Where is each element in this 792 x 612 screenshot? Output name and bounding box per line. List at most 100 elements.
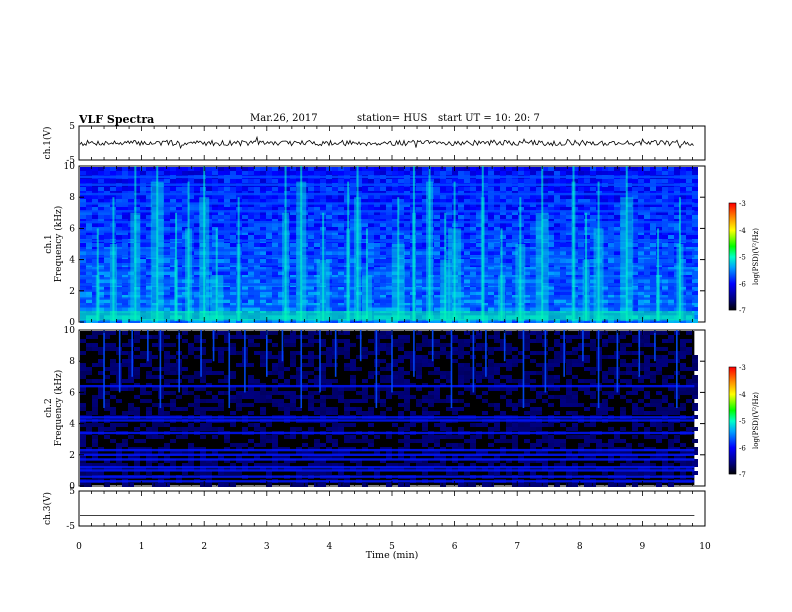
colorbar-segment	[729, 280, 736, 282]
spectrogram-cell	[140, 171, 146, 175]
spectrogram-cell	[248, 259, 254, 263]
colorbar-segment	[729, 209, 736, 211]
spectrogram-cell	[668, 303, 674, 307]
spectrogram-cell	[374, 251, 380, 255]
spectrogram-cell	[380, 231, 386, 235]
spectrogram-cell	[428, 171, 434, 175]
spectrogram-cell	[86, 299, 92, 303]
spectrogram-cell	[692, 383, 698, 387]
spectrogram-cell	[608, 231, 614, 235]
spectrogram-cell	[170, 247, 176, 251]
spectrogram-cell	[614, 287, 620, 291]
spectrogram-cell	[92, 291, 98, 295]
spectrogram-cell	[116, 203, 122, 207]
spectrogram-cell	[254, 211, 260, 215]
spectrogram-cell	[542, 167, 548, 171]
spectrogram-cell	[104, 307, 110, 311]
spectrogram-cell	[230, 243, 236, 247]
colorbar-segment	[729, 286, 736, 288]
spectral-burst-core	[237, 197, 240, 321]
spectrogram-cell	[92, 279, 98, 283]
spectrogram-cell	[620, 347, 626, 351]
spectrogram-cell	[578, 215, 584, 219]
spectrogram-cell	[566, 211, 572, 215]
spectrogram-cell	[146, 211, 152, 215]
spectrogram-cell	[170, 235, 176, 239]
spectrogram-cell	[104, 203, 110, 207]
spectrogram-cell	[602, 215, 608, 219]
spectrogram-cell	[626, 363, 632, 367]
spectrogram-cell	[674, 235, 680, 239]
spectrogram-cell	[104, 291, 110, 295]
spectrogram-cell	[248, 267, 254, 271]
spectrogram-cell	[608, 227, 614, 231]
spectrogram-cell	[362, 171, 368, 175]
spectrogram-cell	[134, 331, 140, 335]
spectrogram-cell	[476, 179, 482, 183]
colorbar-segment	[729, 258, 736, 260]
spectrogram-cell	[590, 187, 596, 191]
spectrogram-cell	[362, 247, 368, 251]
spectrogram-cell	[140, 195, 146, 199]
spectrogram-cell	[584, 195, 590, 199]
spectrogram-cell	[512, 251, 518, 255]
colorbar-segment	[729, 274, 736, 276]
spectrogram-cell	[434, 199, 440, 203]
spectrogram-cell	[266, 167, 272, 171]
spectrogram-cell	[560, 279, 566, 283]
spectrogram-cell	[128, 207, 134, 211]
spectrogram-cell	[554, 331, 560, 335]
spectrogram-cell	[80, 167, 86, 171]
spectrogram-cell	[644, 235, 650, 239]
spectrogram-cell	[668, 375, 674, 379]
spectrogram-cell	[488, 211, 494, 215]
spectrogram-cell	[608, 223, 614, 227]
spectrogram-cell	[620, 179, 626, 183]
spectrogram-cell	[278, 307, 284, 311]
spectrogram-cell	[632, 295, 638, 299]
spectrogram-cell	[488, 375, 494, 379]
spectrogram-cell	[230, 227, 236, 231]
spectrogram-cell	[242, 307, 248, 311]
spectrogram-cell	[638, 279, 644, 283]
colorbar-segment	[729, 257, 736, 259]
spectrogram-cell	[122, 203, 128, 207]
spectrogram-cell	[152, 179, 158, 183]
spectrogram-cell	[506, 331, 512, 335]
spectrogram-cell	[572, 167, 578, 171]
spectrogram-cell	[122, 319, 128, 323]
spectrogram-cell	[194, 203, 200, 207]
spectrogram-cell	[224, 319, 230, 323]
spectrogram-cell	[650, 259, 656, 263]
spectrogram-cell	[170, 211, 176, 215]
spectrogram-cell	[182, 307, 188, 311]
spectrogram-cell	[458, 351, 464, 355]
spectrogram-cell	[524, 335, 530, 339]
spectrogram-cell	[458, 363, 464, 367]
spectrogram-cell	[590, 295, 596, 299]
spectrogram-cell	[146, 215, 152, 219]
spectrogram-cell	[668, 247, 674, 251]
spectrogram-cell	[362, 347, 368, 351]
spectrogram-cell	[692, 235, 698, 239]
spectrogram-cell	[380, 207, 386, 211]
colorbar-segment	[729, 227, 736, 229]
spectrogram-cell	[230, 167, 236, 171]
spectrogram-cell	[380, 379, 386, 383]
spectrogram-cell	[308, 247, 314, 251]
spectrogram-cell	[416, 307, 422, 311]
spectrogram-cell	[440, 171, 446, 175]
spectrogram-cell	[638, 235, 644, 239]
spectrogram-cell	[458, 379, 464, 383]
colorbar-segment	[729, 220, 736, 222]
spectral-burst-core	[322, 212, 325, 321]
spectrogram-cell	[398, 207, 404, 211]
spectrogram-cell	[524, 343, 530, 347]
spectrogram-cell	[554, 287, 560, 291]
spectrogram-cell	[524, 295, 530, 299]
spectrogram-cell	[632, 235, 638, 239]
spectrogram-cell	[650, 203, 656, 207]
spectrogram-cell	[368, 215, 374, 219]
colorbar-segment	[729, 268, 736, 270]
spectrogram-cell	[230, 291, 236, 295]
